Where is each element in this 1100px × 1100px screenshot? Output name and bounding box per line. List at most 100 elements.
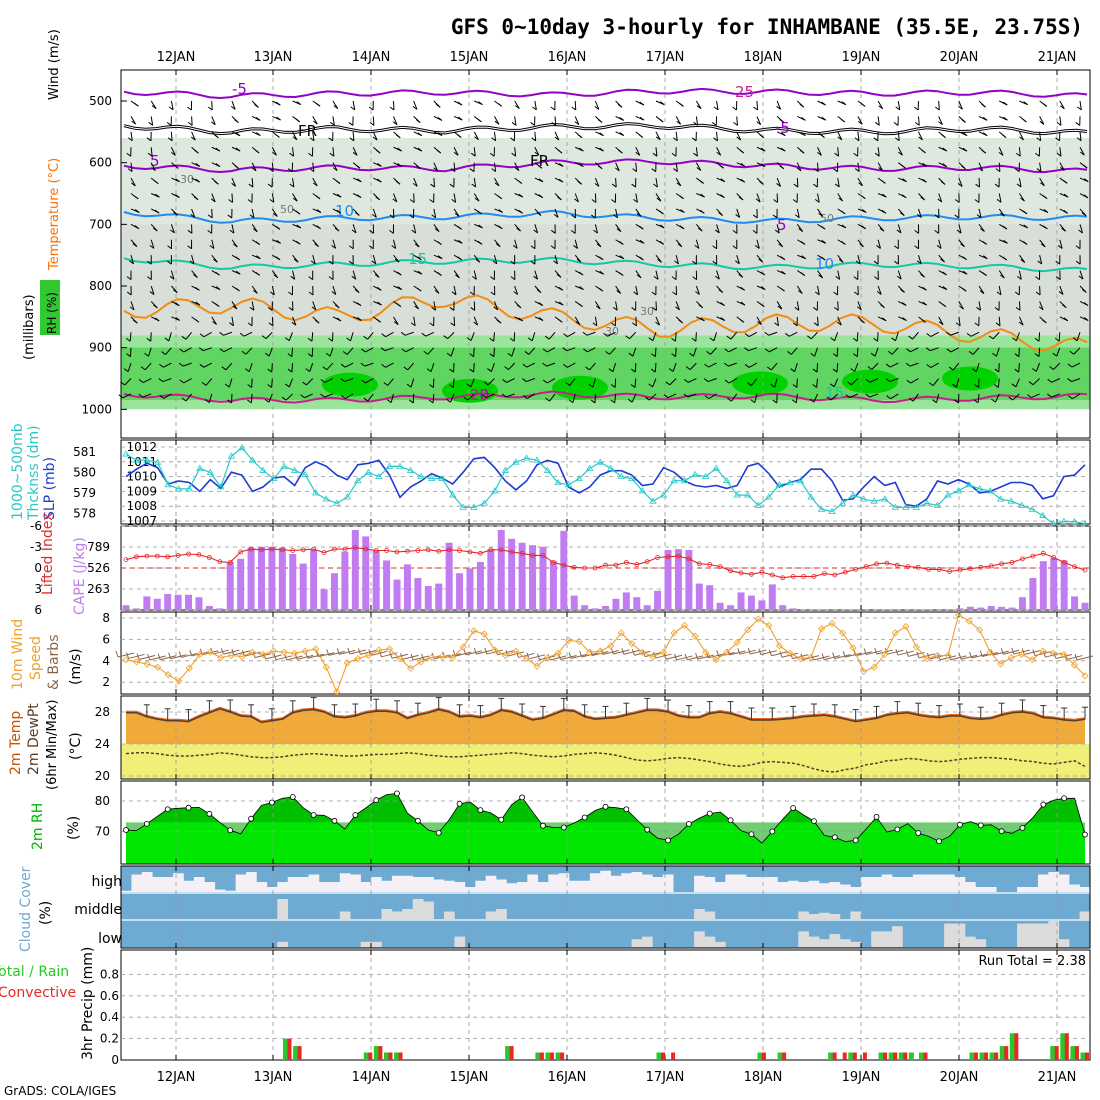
wind-barb bbox=[687, 393, 697, 398]
wind-barb-flag bbox=[906, 348, 911, 353]
wind-barb bbox=[695, 147, 698, 157]
wind10-barb-flag bbox=[421, 653, 425, 660]
wind-barb-flag bbox=[982, 116, 988, 121]
wind-barb-flag bbox=[1052, 352, 1058, 357]
wind-barb bbox=[430, 362, 435, 372]
wind-barb-flag bbox=[1017, 275, 1022, 280]
wind-barb-flag bbox=[166, 122, 172, 126]
wind-barb-flag bbox=[881, 179, 886, 184]
wind-barb-flag bbox=[429, 199, 434, 203]
wind-barb bbox=[203, 331, 213, 338]
thickness-point bbox=[1028, 505, 1037, 512]
precip-total-bar bbox=[383, 1052, 389, 1060]
wind-barb-flag bbox=[633, 198, 638, 203]
wind-barb-flag bbox=[310, 260, 316, 265]
wind-barb-flag bbox=[882, 193, 887, 198]
wind-barb-flag bbox=[873, 337, 878, 342]
cloud-cell-middle bbox=[381, 909, 393, 919]
wind-barb bbox=[810, 331, 818, 340]
cloud-cell-high bbox=[860, 877, 872, 892]
cloud-cell-high bbox=[923, 874, 935, 892]
wind-barb-flag bbox=[267, 384, 272, 388]
cape-bar bbox=[633, 597, 641, 610]
wind-barb-flag bbox=[724, 379, 730, 384]
wind-barb-flag bbox=[720, 302, 725, 306]
cape-bar bbox=[622, 592, 630, 610]
wind-barb-flag bbox=[308, 152, 313, 157]
rh-legend-label: RH (%) bbox=[45, 292, 59, 334]
wind-barb-flag bbox=[639, 225, 644, 230]
cloud-cell-high bbox=[371, 877, 382, 892]
wind-barb-flag bbox=[466, 383, 472, 388]
wind-barb-flag bbox=[1056, 121, 1062, 126]
wind-barb-flag bbox=[922, 162, 927, 167]
wind-barb-flag bbox=[692, 276, 697, 280]
li-point bbox=[123, 557, 129, 562]
wind10-barb bbox=[655, 653, 672, 659]
wind-barb-flag bbox=[639, 256, 644, 261]
rh2m-point bbox=[394, 790, 400, 797]
wind-barb-flag bbox=[906, 379, 912, 384]
wind-barb bbox=[1015, 378, 1020, 387]
li-point bbox=[717, 564, 723, 569]
wind10-point bbox=[839, 629, 847, 637]
wind-barb-flag bbox=[860, 319, 865, 324]
wind-barb bbox=[794, 362, 798, 372]
wind-barb bbox=[150, 116, 154, 126]
cloud-cell-middle bbox=[808, 914, 820, 919]
wind-barb-flag bbox=[275, 225, 281, 230]
cape-bar bbox=[581, 605, 589, 610]
li-point bbox=[561, 562, 567, 568]
wind-barb-flag bbox=[255, 117, 261, 121]
wind-barb-flag bbox=[291, 321, 297, 326]
wind-barb bbox=[1059, 147, 1062, 157]
wind-barb bbox=[770, 362, 778, 371]
wind-barb-flag bbox=[759, 134, 765, 139]
precip-total-bar bbox=[394, 1052, 400, 1060]
thickness-point bbox=[870, 497, 878, 504]
wind-barb-flag bbox=[772, 214, 778, 219]
wind10-barb-flag bbox=[220, 647, 224, 655]
thickness-point bbox=[290, 466, 299, 473]
wind-barb-flag bbox=[219, 348, 225, 353]
wind-barb-flag bbox=[328, 337, 333, 342]
wind-barb-flag bbox=[436, 149, 442, 154]
li-point bbox=[978, 564, 984, 570]
wind-barb-flag bbox=[651, 168, 657, 173]
thickness-point bbox=[396, 462, 404, 469]
wind-barb bbox=[372, 131, 378, 141]
wind10-barb-flag bbox=[315, 650, 319, 657]
wind-barb bbox=[271, 162, 274, 172]
wind-barb bbox=[655, 270, 659, 280]
wind-barb-flag bbox=[956, 229, 962, 234]
wind10-barb bbox=[254, 653, 272, 659]
rh-shade-band bbox=[121, 138, 1090, 225]
cape-bar bbox=[351, 530, 359, 610]
li-point bbox=[790, 574, 796, 579]
wind10-barb bbox=[170, 654, 187, 660]
wind10-point bbox=[786, 649, 794, 657]
wind-barb bbox=[837, 270, 841, 280]
wind-barb bbox=[897, 100, 901, 110]
li-point bbox=[988, 563, 994, 569]
li-point bbox=[206, 555, 212, 560]
thickness-point bbox=[617, 472, 626, 479]
precip-conv-bar bbox=[832, 1052, 837, 1060]
wind-barb bbox=[912, 393, 919, 402]
wind-barb bbox=[243, 331, 253, 337]
wind-barb-flag bbox=[1016, 183, 1022, 188]
wind-barb bbox=[1018, 347, 1020, 357]
wind-barb bbox=[142, 393, 152, 398]
wind-barb bbox=[470, 378, 475, 388]
wind10m-labels: 10m Wind Speed & Barbs (m/s) bbox=[10, 619, 84, 690]
wind-barb bbox=[857, 177, 864, 187]
precip-conv-bar bbox=[862, 1052, 867, 1060]
wind10-label-2: Speed bbox=[28, 636, 44, 680]
cloud-cell-high bbox=[423, 877, 434, 892]
wind-barb bbox=[148, 347, 152, 357]
wind-barb bbox=[182, 362, 192, 367]
wind-barb-flag bbox=[1075, 122, 1081, 126]
li-point bbox=[300, 547, 306, 553]
wind-barb bbox=[754, 393, 758, 403]
